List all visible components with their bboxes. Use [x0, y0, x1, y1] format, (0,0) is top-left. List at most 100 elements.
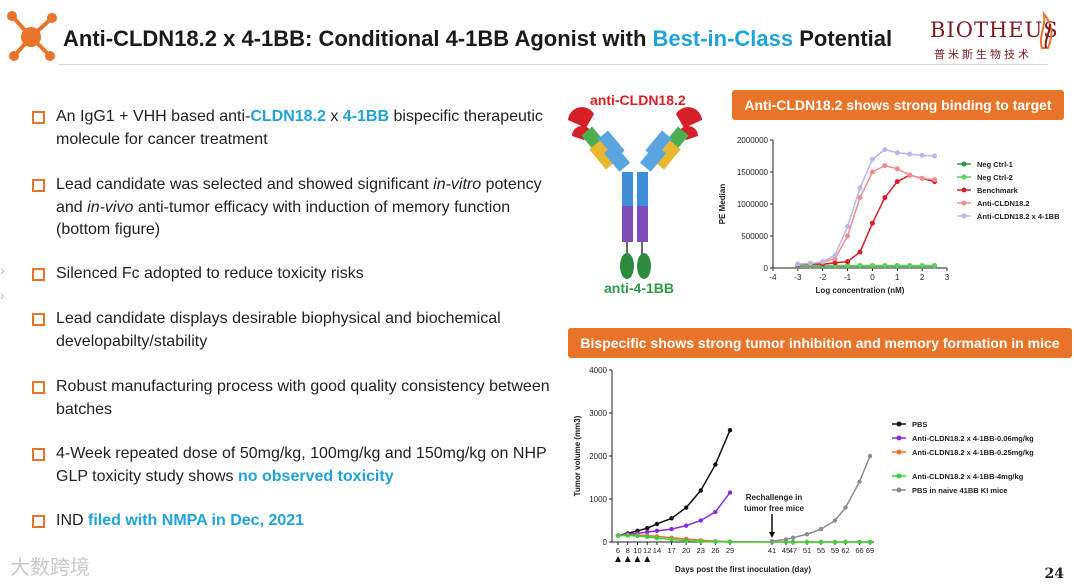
x-tick-label: 66 [855, 546, 863, 555]
data-point [845, 259, 851, 265]
company-name-en: BIOTHEUS [930, 18, 1059, 42]
x-tick-label: 12 [643, 546, 651, 555]
data-point [832, 252, 838, 258]
y-tick-label: 1500000 [737, 168, 769, 177]
molecule-logo-icon [7, 11, 57, 61]
data-point [869, 156, 875, 162]
data-point [654, 521, 660, 527]
checkbox-bullet-icon [32, 111, 45, 124]
bullet-highlight: no observed toxicity [238, 467, 394, 485]
checkbox-bullet-icon [32, 268, 45, 281]
legend-marker [896, 435, 902, 441]
data-point [713, 509, 718, 515]
data-point [867, 539, 873, 545]
tumor-volume-chart: 0 1000 2000 3000 4000 6 8 10 12 14 17 20 23 26 29 41 454… [573, 366, 1034, 574]
data-point [882, 163, 888, 169]
data-point [869, 262, 875, 268]
x-tick-label: 29 [726, 546, 734, 555]
bullet-item: 4-Week repeated dose of 50mg/kg, 100mg/k… [32, 443, 562, 488]
data-point [857, 249, 863, 255]
legend-label: Neg Ctrl-1 [977, 160, 1013, 169]
data-point [857, 262, 863, 268]
rechallenge-arrow-head-icon [769, 532, 775, 538]
bullet-text: Silenced Fc adopted to reduce toxicity r… [56, 265, 364, 282]
data-point [790, 539, 796, 545]
legend-marker [961, 187, 967, 193]
title-bar: Anti-CLDN18.2 x 4-1BB: Conditional 4-1BB… [0, 0, 1074, 70]
data-point [795, 261, 801, 267]
y-tick-label: 0 [764, 264, 769, 273]
y-tick-label: 2000 [589, 452, 607, 461]
page-title: Anti-CLDN18.2 x 4-1BB: Conditional 4-1BB… [63, 26, 892, 52]
data-point [698, 539, 703, 544]
bullet-item: Robust manufacturing process with good q… [32, 376, 562, 421]
legend-marker [896, 487, 902, 493]
legend-label: Anti-CLDN18.2 x 4-1BB-0.25mg/kg [912, 448, 1034, 457]
checkbox-bullet-icon [32, 381, 45, 394]
data-point [894, 262, 900, 268]
legend-marker [961, 161, 967, 167]
data-point [932, 262, 938, 268]
x-tick-label: 47 [789, 546, 797, 555]
data-point [919, 152, 925, 158]
data-point [804, 532, 810, 537]
y-tick-label: 0 [603, 538, 608, 547]
x-tick-label: 26 [711, 546, 719, 555]
x-tick-label: 6 [616, 546, 620, 555]
series-line [797, 174, 935, 266]
page-number: 24 [1044, 566, 1064, 582]
data-point [727, 490, 733, 495]
legend-label: Anti-CLDN18.2 x 4-1BB-0.06mg/kg [912, 434, 1034, 443]
data-point [807, 261, 813, 267]
x-tick-label: 62 [841, 546, 849, 555]
data-point [867, 453, 873, 459]
data-point [698, 518, 703, 523]
bullet-highlight: filed with NMPA in Dec, 2021 [88, 512, 305, 529]
bullet-italic: in-vitro [433, 176, 482, 193]
slide-edge-mark: › [0, 287, 5, 303]
x-tick-label: -4 [769, 273, 777, 282]
antibody-bottom-label: anti-4-1BB [604, 280, 675, 296]
series-line [797, 148, 935, 265]
data-point [669, 537, 674, 542]
x-axis-label: Days post the first inoculation (day) [675, 565, 811, 574]
data-point [804, 539, 810, 545]
data-point [882, 195, 888, 201]
data-point [654, 535, 660, 541]
data-point [857, 539, 862, 545]
y-axis-label: Tumor volume (mm3) [573, 415, 582, 496]
data-point [683, 538, 689, 543]
dose-arrow-icon [644, 556, 651, 562]
legend-label: Benchmark [977, 186, 1019, 195]
data-point [932, 153, 938, 159]
annotation-line: tumor free mice [744, 504, 805, 513]
legend-label: PBS in naive 41BB KI mice [912, 486, 1007, 495]
data-point [857, 185, 863, 191]
data-point [818, 539, 824, 545]
legend-label: Anti-CLDN18.2 x 4-1BB [977, 212, 1060, 221]
dose-arrow-icon [615, 556, 621, 562]
slide-edge-mark: › [0, 262, 5, 278]
data-point [645, 526, 650, 531]
data-point [713, 539, 718, 544]
bullet-italic: in-vivo [87, 198, 134, 216]
x-tick-label: 10 [633, 546, 641, 555]
x-tick-label: 69 [866, 546, 874, 555]
data-point [832, 539, 838, 545]
data-point [919, 175, 925, 181]
series-line [797, 164, 935, 265]
title-divider [58, 64, 1048, 65]
x-tick-label: 8 [626, 546, 630, 555]
data-point [843, 505, 848, 510]
x-tick-label: -1 [844, 273, 852, 282]
y-tick-label: 3000 [589, 409, 607, 418]
x-tick-label: 55 [817, 546, 825, 555]
company-logo: BIOTHEUS 普米斯生物技术 [928, 10, 1058, 62]
bullet-item: IND filed with NMPA in Dec, 2021 [32, 510, 304, 533]
data-point [932, 177, 938, 183]
title-post: Potential [793, 26, 893, 51]
antibody-top-label: anti-CLDN18.2 [590, 92, 686, 108]
series-line [617, 492, 731, 537]
title-pre: Anti-CLDN18.2 x 4-1BB: Conditional 4-1BB… [63, 26, 653, 51]
legend-marker [961, 174, 967, 180]
